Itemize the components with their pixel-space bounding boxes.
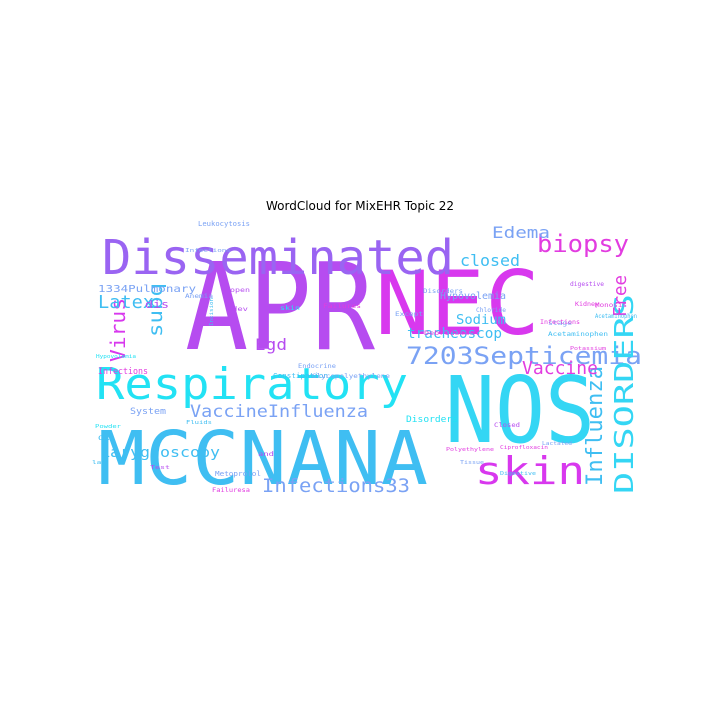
cloud-word: Larygnoscopy xyxy=(100,445,220,461)
cloud-word: dev xyxy=(232,306,249,313)
cloud-word: Egd xyxy=(255,335,287,354)
cloud-word: 7203Septicemia xyxy=(406,342,640,370)
cloud-word: Sodium xyxy=(456,313,506,328)
cloud-word: subq xyxy=(145,283,167,337)
cloud-word: Hypovolemia xyxy=(440,291,506,302)
cloud-word: Ox xyxy=(98,435,111,442)
cloud-word: Disorders xyxy=(406,415,458,425)
cloud-word: Glycopolyethylene xyxy=(312,373,390,380)
cloud-word: Debridement xyxy=(424,330,481,337)
cloud-word: Kidney xyxy=(575,301,599,308)
cloud-word: digestive xyxy=(570,281,604,288)
cloud-word: Chloride xyxy=(476,307,506,314)
cloud-word: dis xyxy=(145,298,169,311)
cloud-word: Edema xyxy=(492,223,550,242)
cloud-word: Digestive xyxy=(500,471,536,477)
chart-title: WordCloud for MixEHR Topic 22 xyxy=(265,199,455,213)
cloud-word: System xyxy=(130,407,166,417)
cloud-word: NEC xyxy=(375,252,540,355)
cloud-word: Disorders xyxy=(423,288,463,295)
cloud-word: skin xyxy=(280,305,301,312)
cloud-word: Acetaminophen xyxy=(548,331,608,338)
cloud-word: Tissue xyxy=(460,460,484,466)
cloud-word: Metoprolol xyxy=(215,470,261,478)
cloud-word: Influenza xyxy=(583,366,608,486)
cloud-word: NOS xyxy=(445,357,595,464)
cloud-word: tracheoscop xyxy=(407,326,502,342)
cloud-word: stage xyxy=(548,320,573,327)
cloud-word: Vaccine xyxy=(522,358,598,379)
cloud-word: Test xyxy=(150,465,170,471)
cloud-word: Polyethylene xyxy=(446,447,494,453)
cloud-word: Infections33 xyxy=(262,475,410,494)
cloud-word: Hypovolemia xyxy=(96,354,136,360)
cloud-word: Infections xyxy=(185,248,231,254)
cloud-word: Leukocytosis xyxy=(198,220,250,228)
cloud-word: Virus xyxy=(106,298,130,362)
cloud-word: open xyxy=(230,287,251,294)
cloud-word: Monosis xyxy=(595,302,627,309)
cloud-word: MCCNANA xyxy=(98,416,428,494)
cloud-word: Acetaminophen xyxy=(595,313,637,320)
cloud-word: skin xyxy=(475,449,585,493)
cloud-word: Incision xyxy=(209,298,215,326)
cloud-word: and xyxy=(258,451,275,458)
cloud-word: Ciprofloxacin xyxy=(500,445,548,451)
cloud-word: Infections xyxy=(98,367,148,377)
cloud-word: Constipation xyxy=(273,372,328,380)
cloud-word: Respiratory xyxy=(96,359,408,410)
cloud-word: Disseminated xyxy=(102,230,454,286)
cloud-word: Potassium xyxy=(570,346,606,352)
cloud-word: Free xyxy=(610,275,631,317)
cloud-word: biopsy xyxy=(537,230,629,258)
cloud-word: Except xyxy=(395,311,423,318)
cloud-word: closed xyxy=(460,251,520,270)
cloud-word: Powder xyxy=(95,424,121,430)
cloud-word: Failuresa xyxy=(212,487,250,494)
cloud-word: DISORDERS xyxy=(610,294,640,494)
cloud-word: Closed xyxy=(494,422,520,429)
cloud-word: Infections xyxy=(540,319,580,326)
cloud-word: Lactated xyxy=(542,441,572,447)
cloud-word: Anemia xyxy=(185,293,213,300)
cloud-word: Failures xyxy=(323,303,361,310)
cloud-word: Latex xyxy=(98,292,154,313)
cloud-word: lab xyxy=(92,460,106,466)
cloud-word: Endocrine xyxy=(298,363,336,370)
cloud-word: APR xyxy=(185,239,376,378)
cloud-word: VaccineInfluenza xyxy=(190,402,368,422)
cloud-word: 1334Pulmonary xyxy=(98,284,196,295)
cloud-word: Fluids xyxy=(186,420,212,426)
